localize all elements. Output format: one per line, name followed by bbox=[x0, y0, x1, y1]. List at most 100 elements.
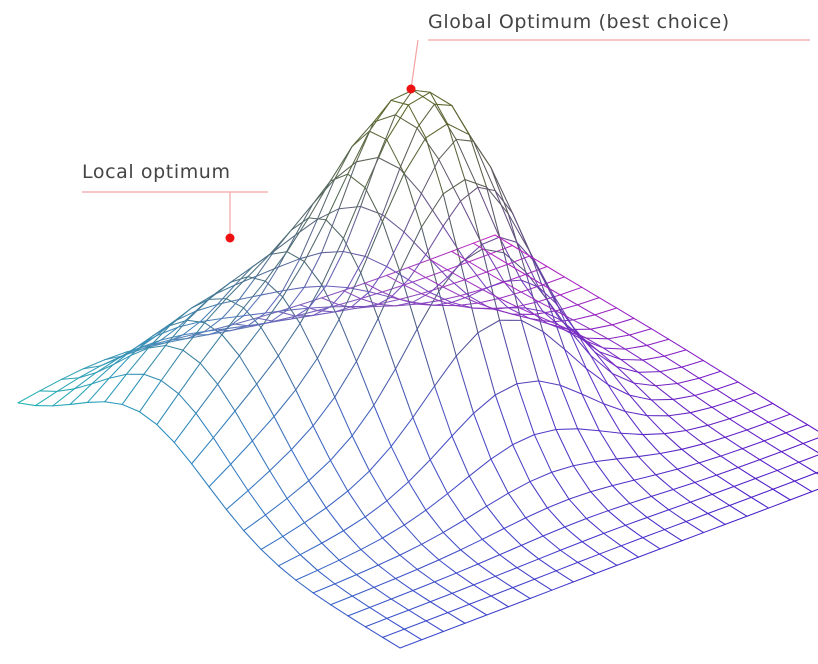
mesh-line-v bbox=[295, 579, 314, 594]
mesh-line-v bbox=[720, 455, 739, 469]
mesh-line-v bbox=[282, 535, 301, 556]
mesh-line-u bbox=[108, 354, 132, 379]
mesh-line-v bbox=[524, 307, 544, 312]
mesh-line-v bbox=[550, 321, 570, 331]
mesh-line-u bbox=[729, 496, 752, 506]
mesh-line-u bbox=[611, 317, 635, 326]
mesh-line-v bbox=[577, 428, 596, 463]
mesh-line-u bbox=[399, 168, 422, 194]
mesh-line-v bbox=[494, 394, 514, 446]
mesh-line-v bbox=[646, 516, 666, 531]
mesh-line-u bbox=[360, 537, 384, 551]
mesh-line-v bbox=[520, 291, 539, 303]
mesh-line-u bbox=[394, 328, 418, 370]
mesh-line-u bbox=[412, 89, 435, 105]
mesh-line-v bbox=[511, 244, 531, 257]
mesh-line-v bbox=[607, 338, 626, 350]
mesh-line-u bbox=[485, 263, 509, 273]
mesh-line-u bbox=[668, 501, 692, 511]
mesh-line-v bbox=[334, 583, 353, 597]
mesh-line-u bbox=[342, 187, 366, 239]
mesh-line-u bbox=[659, 448, 683, 455]
mesh-line-v bbox=[659, 371, 678, 385]
mesh-line-u bbox=[576, 297, 600, 306]
mesh-line-u bbox=[286, 480, 310, 500]
mesh-line-u bbox=[455, 302, 479, 307]
mesh-line-u bbox=[473, 394, 496, 414]
mesh-line-u bbox=[516, 558, 540, 569]
mesh-line-v bbox=[585, 368, 605, 405]
mesh-line-u bbox=[616, 456, 639, 460]
mesh-line-u bbox=[681, 360, 704, 368]
mesh-line-v bbox=[351, 130, 370, 148]
mesh-line-u bbox=[325, 173, 349, 221]
mesh-line-u bbox=[499, 544, 522, 556]
mesh-line-v bbox=[568, 329, 587, 339]
mesh-line-u bbox=[151, 320, 175, 337]
mesh-line-v bbox=[217, 284, 236, 305]
mesh-line-u bbox=[308, 459, 331, 482]
mesh-line-v bbox=[672, 488, 692, 503]
mesh-line-v bbox=[485, 280, 505, 289]
mesh-line-v bbox=[446, 269, 466, 281]
mesh-line-v bbox=[789, 413, 809, 426]
mesh-line-v bbox=[199, 362, 219, 385]
mesh-line-u bbox=[481, 248, 505, 254]
mesh-line-u bbox=[512, 578, 535, 589]
mesh-line-u bbox=[494, 383, 518, 396]
mesh-line-v bbox=[516, 306, 535, 315]
mesh-line-v bbox=[733, 485, 752, 498]
mesh-line-u bbox=[715, 381, 739, 390]
mesh-line-u bbox=[603, 347, 626, 350]
mesh-line-v bbox=[646, 415, 665, 435]
mesh-line-v bbox=[165, 344, 184, 351]
mesh-line-v bbox=[455, 305, 474, 309]
mesh-line-u bbox=[60, 368, 84, 380]
mesh-line-u bbox=[217, 355, 240, 385]
mesh-line-v bbox=[286, 286, 305, 311]
mesh-line-u bbox=[525, 507, 548, 519]
mesh-line-v bbox=[607, 510, 626, 526]
mesh-line-v bbox=[559, 549, 579, 563]
mesh-line-v bbox=[559, 294, 579, 306]
mesh-line-v bbox=[499, 554, 518, 569]
mesh-line-u bbox=[629, 328, 652, 336]
mesh-line-v bbox=[468, 603, 488, 616]
mesh-line-u bbox=[373, 368, 397, 406]
mesh-line-u bbox=[295, 569, 319, 581]
mesh-line-v bbox=[451, 592, 470, 605]
mesh-line-v bbox=[321, 208, 340, 254]
mesh-line-u bbox=[425, 269, 448, 279]
mesh-line-v bbox=[217, 383, 236, 412]
mesh-line-u bbox=[446, 123, 470, 136]
mesh-line-u bbox=[707, 418, 730, 426]
mesh-line-u bbox=[711, 399, 735, 408]
mesh-line-u bbox=[776, 461, 800, 471]
mesh-line-u bbox=[69, 383, 93, 405]
mesh-line-u bbox=[425, 612, 449, 622]
mesh-line-u bbox=[412, 385, 436, 418]
mesh-line-u bbox=[130, 335, 154, 356]
mesh-line-v bbox=[620, 545, 640, 558]
mesh-line-u bbox=[581, 532, 605, 543]
mesh-line-u bbox=[347, 130, 370, 175]
mesh-line-u bbox=[763, 432, 787, 442]
mesh-line-v bbox=[347, 255, 366, 289]
mesh-line-v bbox=[568, 498, 587, 520]
mesh-line-v bbox=[269, 309, 288, 324]
mesh-line-v bbox=[290, 307, 310, 320]
mesh-line-v bbox=[533, 260, 553, 293]
mesh-line-v bbox=[507, 263, 526, 276]
mesh-line-u bbox=[321, 250, 344, 254]
mesh-line-v bbox=[681, 366, 700, 379]
mesh-line-v bbox=[212, 329, 232, 332]
mesh-line-u bbox=[273, 389, 297, 418]
mesh-line-u bbox=[407, 279, 431, 294]
mesh-line-u bbox=[750, 402, 774, 412]
mesh-line-v bbox=[390, 445, 410, 483]
mesh-line-v bbox=[377, 303, 396, 307]
mesh-line-u bbox=[429, 592, 453, 603]
mesh-line-v bbox=[655, 474, 674, 491]
mesh-line-v bbox=[386, 139, 405, 174]
mesh-line-u bbox=[351, 121, 375, 148]
